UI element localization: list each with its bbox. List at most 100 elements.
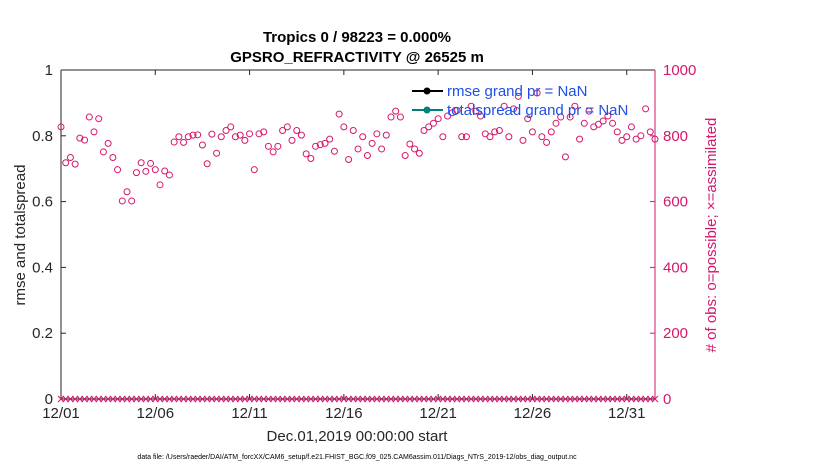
obs-assimilated-marker <box>373 395 381 403</box>
obs-assimilated-marker <box>354 395 362 403</box>
obs-possible-marker <box>514 92 522 100</box>
obs-possible-marker <box>227 123 235 131</box>
obs-possible-marker <box>231 133 239 141</box>
left-tick-label: 0.4 <box>32 259 53 276</box>
chart-title-line1: Tropics 0 / 98223 = 0.000% <box>263 29 451 46</box>
obs-possible-marker <box>66 154 74 162</box>
obs-possible-marker <box>156 181 164 189</box>
obs-possible-marker <box>538 133 546 141</box>
y-axis-label-right: # of obs: o=possible; ×=assimilated <box>703 118 720 353</box>
plot-area <box>61 70 655 399</box>
obs-possible-marker <box>637 132 645 140</box>
obs-assimilated-marker <box>170 395 178 403</box>
left-tick-label: 0.2 <box>32 325 53 342</box>
obs-assimilated-marker <box>321 395 329 403</box>
obs-possible-marker <box>543 138 551 146</box>
obs-possible-marker <box>510 105 518 113</box>
obs-possible-marker <box>293 127 301 135</box>
obs-assimilated-marker <box>533 395 541 403</box>
series-obs-assimilated <box>57 395 659 403</box>
obs-assimilated-marker <box>302 395 310 403</box>
obs-assimilated-marker <box>642 395 649 403</box>
obs-possible-marker <box>561 153 569 161</box>
obs-possible-marker <box>147 159 155 167</box>
obs-possible-marker <box>486 133 494 141</box>
x-tick-label: 12/11 <box>231 405 267 422</box>
obs-possible-marker <box>222 127 230 135</box>
obs-possible-marker <box>623 133 631 141</box>
obs-assimilated-marker <box>213 395 220 403</box>
obs-possible-marker <box>406 140 414 148</box>
obs-possible-marker <box>95 115 103 123</box>
obs-assimilated-marker <box>463 395 470 403</box>
obs-assimilated-marker <box>161 395 169 403</box>
obs-possible-marker <box>137 159 145 167</box>
obs-assimilated-marker <box>500 395 508 403</box>
obs-possible-marker <box>552 119 560 127</box>
obs-assimilated-marker <box>604 395 612 403</box>
obs-possible-marker <box>472 107 480 115</box>
obs-possible-marker <box>533 89 541 97</box>
right-tick-label: 1000 <box>663 62 696 79</box>
obs-assimilated-marker <box>260 395 268 403</box>
obs-possible-marker <box>604 112 612 120</box>
obs-possible-marker <box>420 127 428 135</box>
obs-assimilated-marker <box>566 395 574 403</box>
obs-assimilated-marker <box>401 395 409 403</box>
obs-possible-marker <box>363 152 371 160</box>
obs-possible-marker <box>458 133 466 141</box>
obs-assimilated-marker <box>345 395 352 403</box>
left-tick-label: 0 <box>45 391 53 408</box>
obs-assimilated-marker <box>448 395 456 403</box>
obs-assimilated-marker <box>265 395 272 403</box>
obs-assimilated-marker <box>166 395 173 403</box>
obs-possible-marker <box>439 133 447 141</box>
legend-totalspread-marker <box>423 106 431 114</box>
obs-assimilated-marker <box>439 395 447 403</box>
obs-possible-marker <box>264 142 272 150</box>
x-axis-ticks: 12/01 12/06 12/11 12/16 12/21 12/26 12/31 <box>42 70 645 422</box>
obs-possible-marker <box>302 150 310 158</box>
obs-possible-marker <box>180 138 188 146</box>
obs-assimilated-marker <box>430 395 437 403</box>
obs-assimilated-marker <box>279 395 286 403</box>
obs-assimilated-marker <box>340 395 348 403</box>
obs-possible-marker <box>642 105 650 113</box>
obs-possible-marker <box>378 145 386 153</box>
obs-assimilated-marker <box>397 395 404 403</box>
obs-assimilated-marker <box>425 395 433 403</box>
obs-possible-marker <box>198 141 206 149</box>
obs-possible-marker <box>217 133 225 141</box>
obs-possible-marker <box>297 131 305 139</box>
obs-assimilated-marker <box>505 395 513 403</box>
obs-assimilated-marker <box>288 395 296 403</box>
obs-assimilated-marker <box>316 395 324 403</box>
obs-assimilated-marker <box>67 395 74 403</box>
obs-possible-marker <box>349 127 357 135</box>
obs-assimilated-marker <box>255 395 263 403</box>
obs-assimilated-marker <box>637 395 645 403</box>
obs-assimilated-marker <box>250 395 258 403</box>
obs-possible-marker <box>627 123 635 131</box>
obs-assimilated-marker <box>623 395 631 403</box>
obs-assimilated-marker <box>387 395 395 403</box>
right-tick-label: 0 <box>663 391 671 408</box>
obs-possible-marker <box>429 119 437 127</box>
obs-assimilated-marker <box>538 395 546 403</box>
obs-assimilated-marker <box>524 395 532 403</box>
obs-assimilated-marker <box>283 395 291 403</box>
left-tick-label: 1 <box>45 62 53 79</box>
x-tick-label: 12/21 <box>419 405 457 422</box>
obs-assimilated-marker <box>514 395 522 403</box>
obs-possible-marker <box>123 188 131 196</box>
obs-possible-marker <box>62 159 70 167</box>
obs-assimilated-marker <box>199 395 206 403</box>
obs-possible-marker <box>651 135 659 143</box>
obs-assimilated-marker <box>406 395 414 403</box>
obs-possible-marker <box>57 123 65 131</box>
obs-possible-marker <box>477 112 485 120</box>
obs-assimilated-marker <box>269 395 277 403</box>
obs-assimilated-marker <box>415 395 423 403</box>
obs-possible-marker <box>632 135 640 143</box>
obs-assimilated-marker <box>632 395 640 403</box>
